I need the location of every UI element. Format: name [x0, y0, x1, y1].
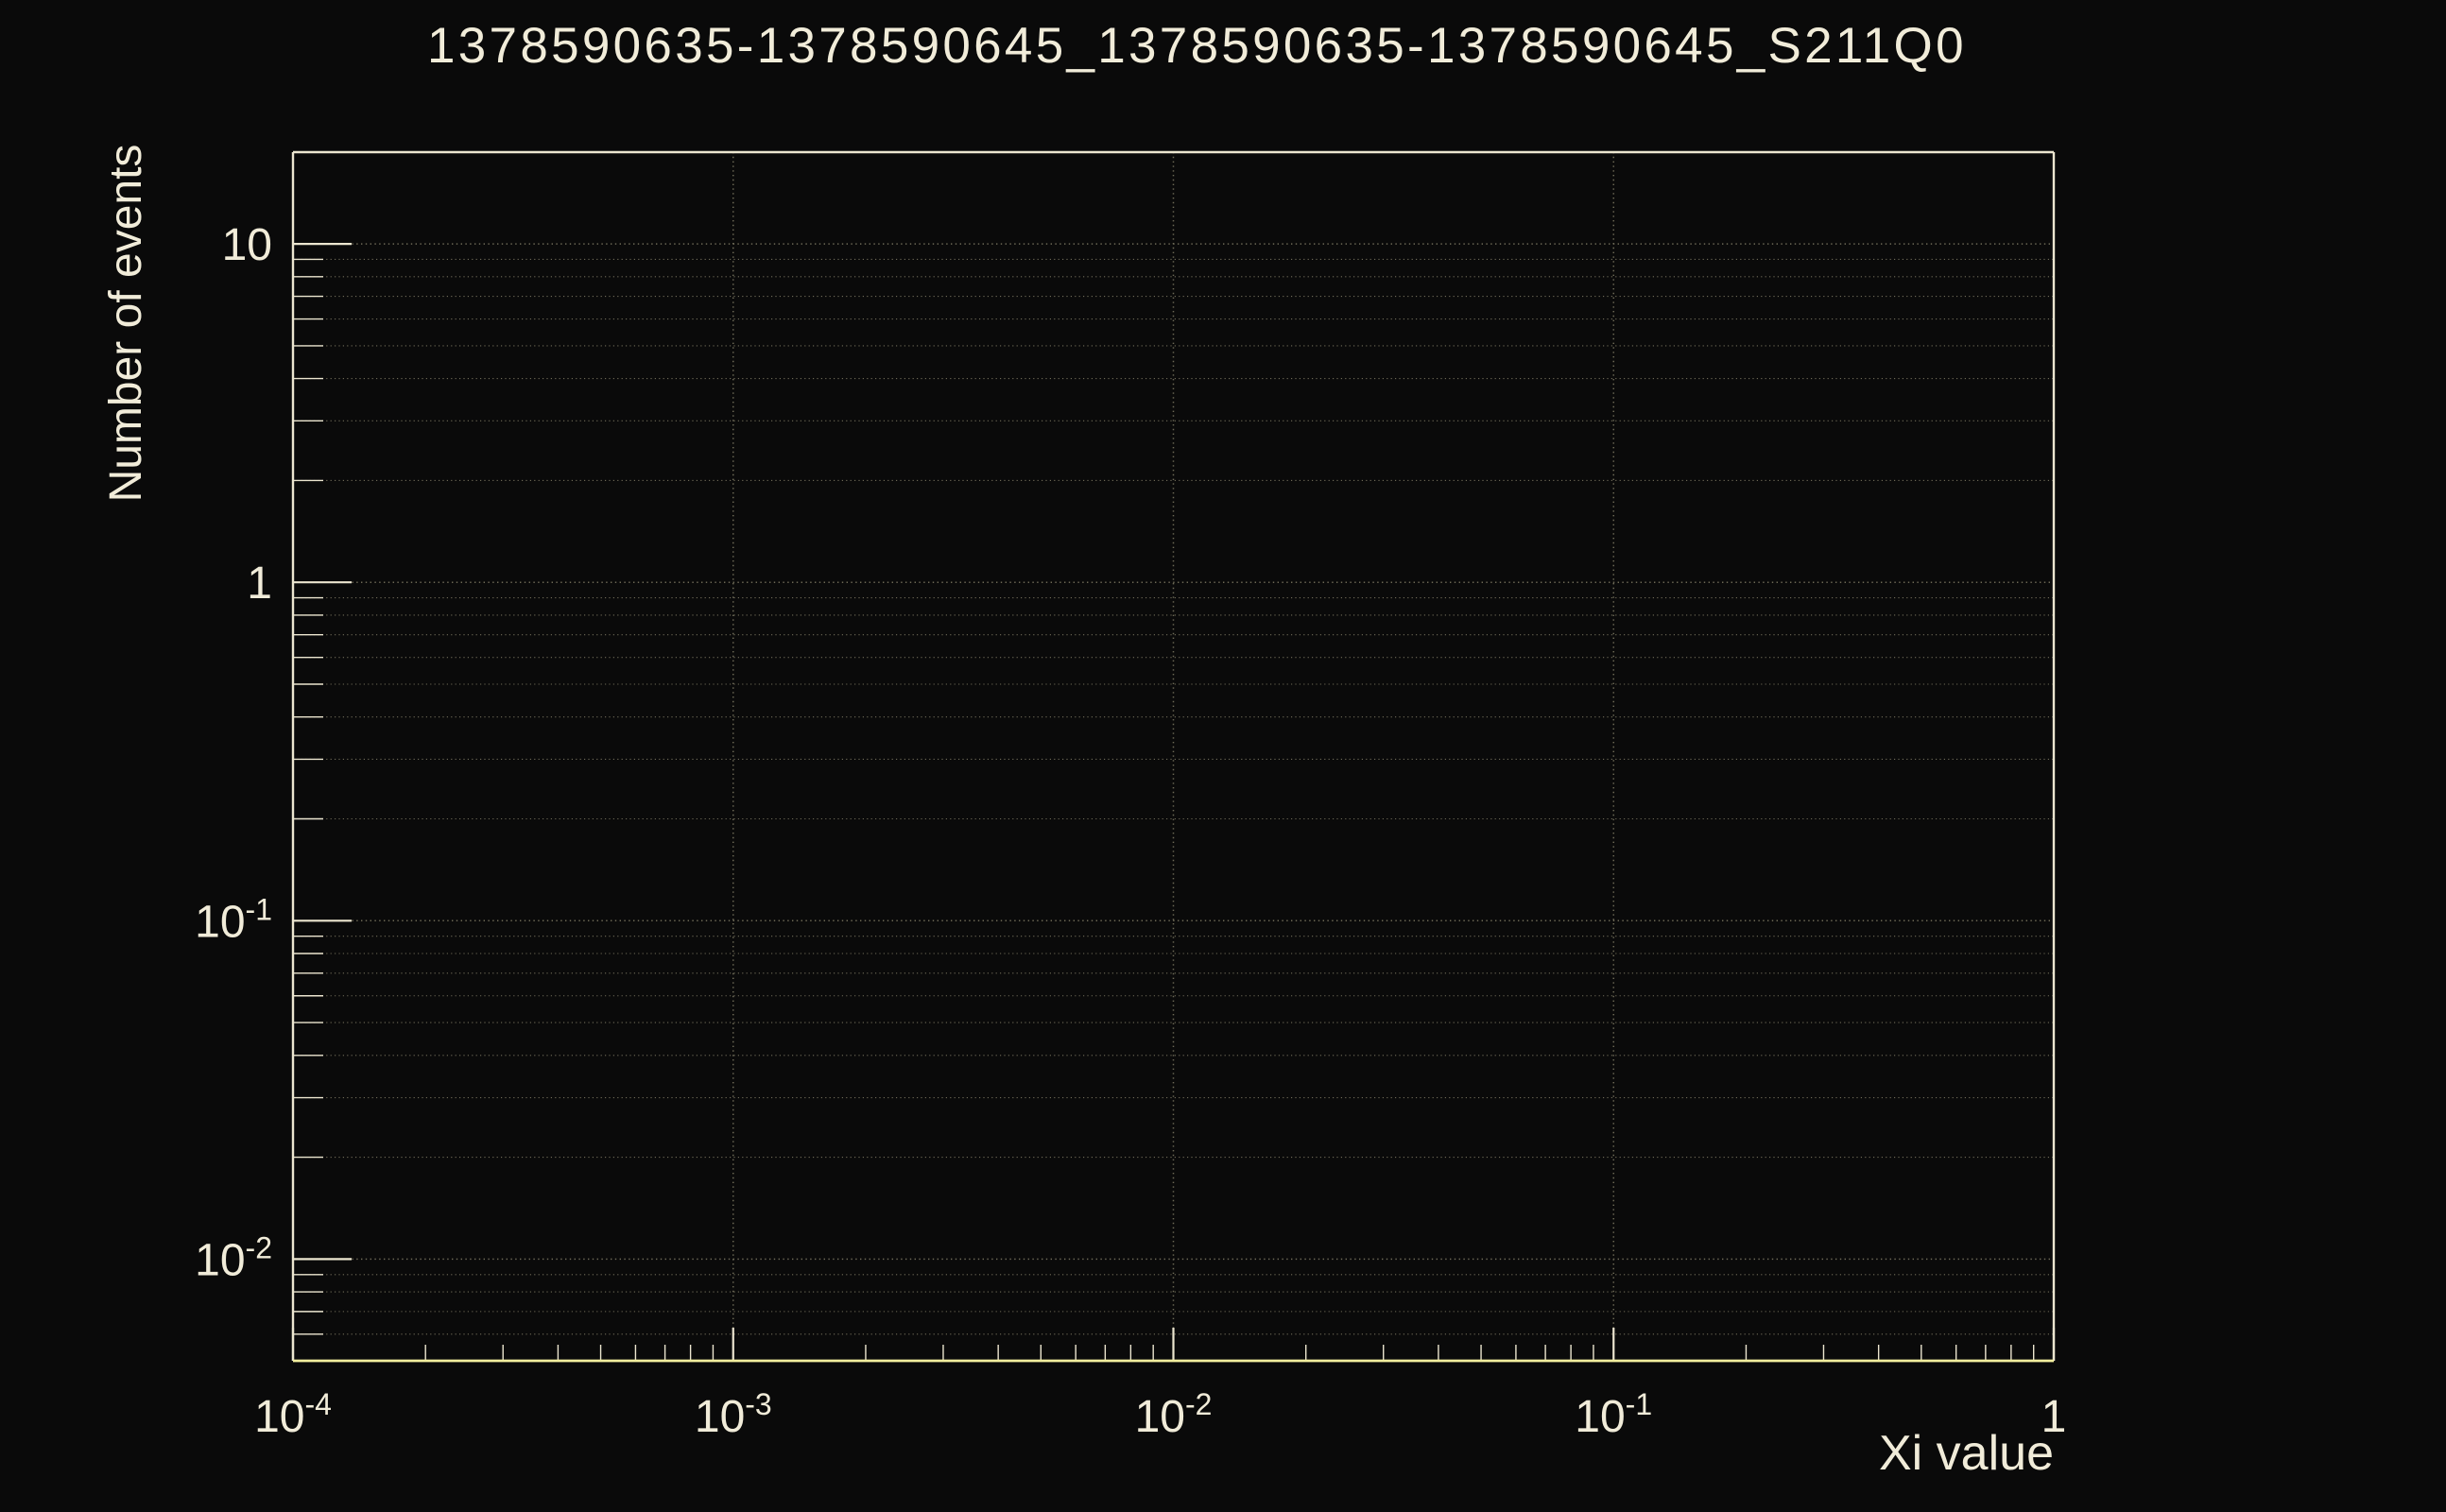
svg-text:Number of events: Number of events: [101, 145, 151, 503]
svg-text:1: 1: [247, 558, 272, 609]
svg-text:Xi value: Xi value: [1879, 1426, 2054, 1481]
svg-text:1378590635-1378590645_13785906: 1378590635-1378590645_1378590635-1378590…: [427, 18, 1967, 74]
svg-text:10: 10: [222, 220, 272, 270]
